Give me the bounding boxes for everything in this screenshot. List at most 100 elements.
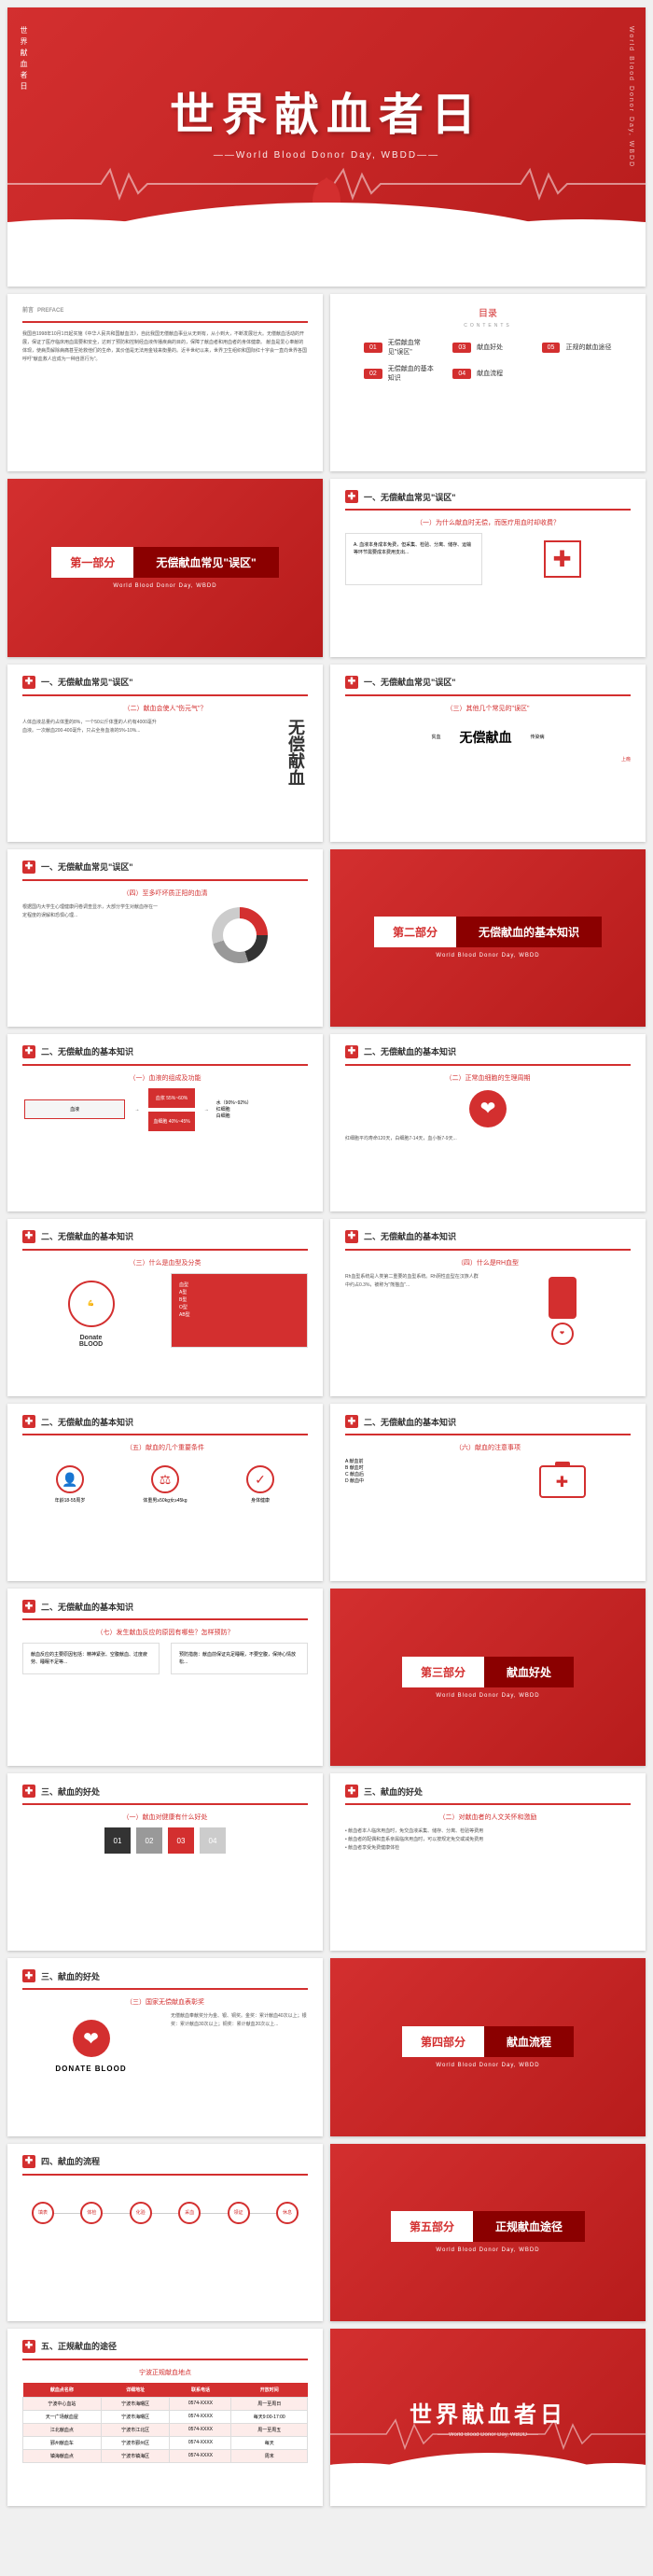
text-content: 人体血液总量约占体重的8%，一个50公斤体重的人约有4000毫升血液。一次献血2… <box>22 719 160 786</box>
knowledge-lifecycle-slide: ✚二、无偿献血的基本知识 （二）正常血细胞的生理周期 ❤ 红细胞平均寿命120天… <box>330 1034 646 1211</box>
sub-heading: （三）什么是血型及分类 <box>22 1258 308 1267</box>
text-content: 红细胞平均寿命120天，白细胞7-14天，血小板7-9天... <box>345 1135 631 1143</box>
sub-heading: （四）至多吓坏质正阳的血清 <box>22 889 308 898</box>
routes-table-slide: ✚五、正规献血的途径 宁波正规献血地点 献血点名称详细地址联系电话开放时间 宁波… <box>7 2329 323 2506</box>
misconception-other-slide: ✚一、无偿献血常见"误区" （三）其他几个常见的"误区" 贫血 无偿献血 传染病… <box>330 665 646 842</box>
contents-grid: 01无偿献血常见"误区" 03献血好处 05正规的献血途径 02无偿献血的基本知… <box>345 338 631 383</box>
misconception-fees-slide: ✚一、无偿献血常见"误区" （一）为什么献血时无偿，而医疗用血时却收费？ A. … <box>330 479 646 656</box>
step-box: 03 <box>168 1827 194 1854</box>
condition-item: 👤年龄18-55周岁 <box>22 1465 118 1504</box>
section-divider-2: 第二部分无偿献血的基本知识 World Blood Donor Day, WBD… <box>330 849 646 1027</box>
label: 上瘾 <box>345 756 631 763</box>
flow-node: 血液 <box>24 1099 125 1119</box>
flow-node: 血细胞 40%~45% <box>148 1112 194 1131</box>
sub-heading: （一）为什么献血时无偿，而医疗用血时却收费？ <box>345 518 631 527</box>
misconception-chart-slide: ✚一、无偿献血常见"误区" （四）至多吓坏质正阳的血清 根据国内大学生心理健康问… <box>7 849 323 1027</box>
cross-icon: ✚ <box>22 1785 35 1798</box>
logo-text: 无偿献血 <box>171 719 308 786</box>
closing-subtitle: ——World Blood Donor Day, WBDD—— <box>438 2432 538 2438</box>
contents-subtitle: CONTENTS <box>345 323 631 329</box>
cross-icon: ✚ <box>345 1785 358 1798</box>
preface-body: 我国自1998年10月1日起实施《中华人民共和国献血法》，自此我国无偿献血事业从… <box>22 330 308 364</box>
section-divider-5: 第五部分正规献血途径 World Blood Donor Day, WBDD <box>330 2144 646 2321</box>
person-icon: 👤 <box>56 1465 84 1493</box>
hero-title: 世界献血者日 <box>170 77 483 143</box>
label: 贫血 <box>431 734 440 740</box>
blood-bag-icon <box>549 1277 577 1319</box>
cross-icon: ✚ <box>22 861 35 874</box>
clouds-decoration <box>7 203 646 287</box>
closing-slide: 世界献血者日 ——World Blood Donor Day, WBDD—— <box>330 2329 646 2506</box>
toc-item: 05正规的献血途径 <box>542 338 612 357</box>
label: 传染病 <box>531 734 545 740</box>
step-box: 02 <box>136 1827 162 1854</box>
divider-line <box>22 321 308 323</box>
section-divider-3: 第三部分献血好处 World Blood Donor Day, WBDD <box>330 1589 646 1766</box>
knowledge-bloodtype-slide: ✚二、无偿献血的基本知识 （三）什么是血型及分类 💪 DonateBLOOD 血… <box>7 1219 323 1396</box>
weight-icon: ⚖ <box>151 1465 179 1493</box>
timeline-node: 填表 <box>32 2202 54 2224</box>
knowledge-precautions-slide: ✚二、无偿献血的基本知识 （六）献血的注意事项 A 献血前 B 献血时 C 献血… <box>330 1404 646 1581</box>
slide-deck: 世界献血者日 World Blood Donor Day, WBDD 世界献血者… <box>0 0 653 2513</box>
medkit-icon: ✚ <box>539 1465 586 1498</box>
timeline-node: 采血 <box>178 2202 201 2224</box>
cross-icon: ✚ <box>22 1045 35 1058</box>
timeline-node: 领证 <box>228 2202 250 2224</box>
info-box: 献血反应的主要原因包括：精神紧张、空腹献血、过度疲劳、睡眠不足等... <box>22 1643 160 1674</box>
table-row: 鄞州献血车宁波市鄞州区0574-XXXX每天 <box>23 2436 308 2449</box>
info-box: 预防措施：献血前保证充足睡眠，不要空腹，保持心情放松... <box>171 1643 308 1674</box>
preface-heading: 前言 PREFACE <box>22 305 308 314</box>
timeline-node: 体检 <box>80 2202 103 2224</box>
toc-item: 02无偿献血的基本知识 <box>364 364 434 383</box>
sub-heading: （四）什么是RH血型 <box>345 1258 631 1267</box>
sub-heading: 宁波正规献血地点 <box>22 2368 308 2377</box>
cross-icon: ✚ <box>22 676 35 689</box>
hero-subtitle: ——World Blood Donor Day, WBDD—— <box>214 150 439 161</box>
section-divider-1: 第一部分无偿献血常见"误区" World Blood Donor Day, WB… <box>7 479 323 656</box>
heart-icon: ❤ <box>551 1323 574 1345</box>
sub-heading: （七）发生献血反应的原因有哪些？怎样预防？ <box>22 1628 308 1637</box>
text-content: 无偿献血奉献奖分为金、银、铜奖。金奖：累计献血40次以上；银奖：累计献血30次以… <box>171 2012 308 2073</box>
timeline-node: 化验 <box>130 2202 152 2224</box>
sub-heading: （二）正常血细胞的生理周期 <box>345 1073 631 1083</box>
side-text-left: 世界献血者日 <box>19 26 29 93</box>
cross-icon: ✚ <box>22 1969 35 1982</box>
info-box: 血型 A型 B型 O型 AB型 <box>171 1273 308 1348</box>
toc-item: 04献血流程 <box>452 364 522 383</box>
text-content: Rh血型系统是人类第二重要的血型系统。Rh阴性血型在汉族人群中约占0.3%，被称… <box>345 1273 482 1349</box>
table-row: 镇海献血点宁波市镇海区0574-XXXX周末 <box>23 2449 308 2462</box>
table-row: 天一广场献血屋宁波市海曙区0574-XXXX每天9:00-17:00 <box>23 2410 308 2423</box>
cross-icon: ✚ <box>22 2155 35 2168</box>
toc-item: 03献血好处 <box>452 338 522 357</box>
cross-icon: ✚ <box>22 1230 35 1243</box>
cross-icon: ✚ <box>22 2340 35 2353</box>
heart-hands-icon: ❤ <box>469 1090 507 1127</box>
benefits-health-slide: ✚三、献血的好处 （一）献血对健康有什么好处 01 02 03 04 <box>7 1773 323 1951</box>
flow-slide: ✚四、献血的流程 填表 体检 化验 采血 领证 休息 <box>7 2144 323 2321</box>
donate-label: DonateBLOOD <box>22 1335 160 1348</box>
flow-timeline: 填表 体检 化验 采血 领证 休息 <box>22 2183 308 2243</box>
timeline-node: 休息 <box>276 2202 299 2224</box>
text-content: 根据国内大学生心理健康问卷调查显示，大部分学生对献血存在一定程度的误解和恐惧心理… <box>22 903 160 967</box>
benefits-award-slide: ✚三、献血的好处 （三）国家无偿献血表彰奖 ❤ DONATE BLOOD 无偿献… <box>7 1958 323 2135</box>
cross-icon: ✚ <box>345 490 358 503</box>
cross-icon: ✚ <box>345 1230 358 1243</box>
table-row: 江北献血点宁波市江北区0574-XXXX周一至周五 <box>23 2423 308 2436</box>
step-box: 01 <box>104 1827 131 1854</box>
section-divider-4: 第四部分献血流程 World Blood Donor Day, WBDD <box>330 1958 646 2135</box>
hero-slide: 世界献血者日 World Blood Donor Day, WBDD 世界献血者… <box>7 7 646 287</box>
sub-heading: （一）血液的组成及功能 <box>22 1073 308 1083</box>
knowledge-reactions-slide: ✚二、无偿献血的基本知识 （七）发生献血反应的原因有哪些？怎样预防？ 献血反应的… <box>7 1589 323 1766</box>
cross-icon: ✚ <box>22 1600 35 1613</box>
knowledge-rh-slide: ✚二、无偿献血的基本知识 （四）什么是RH血型 Rh血型系统是人类第二重要的血型… <box>330 1219 646 1396</box>
logo-text: 无偿献血 <box>460 728 512 747</box>
cross-icon: ✚ <box>345 1045 358 1058</box>
toc-item: 01无偿献血常见"误区" <box>364 338 434 357</box>
cross-icon: ✚ <box>22 1415 35 1428</box>
sub-heading: （三）国家无偿献血表彰奖 <box>22 1997 308 2007</box>
locations-table: 献血点名称详细地址联系电话开放时间 宁波中心血站宁波市海曙区0574-XXXX周… <box>22 2383 308 2463</box>
condition-item: ⚖体重男≥50kg女≥45kg <box>118 1465 213 1504</box>
cross-icon: ✚ <box>345 1415 358 1428</box>
sub-heading: （三）其他几个常见的"误区" <box>345 704 631 713</box>
donate-text: DONATE BLOOD <box>22 2065 160 2073</box>
